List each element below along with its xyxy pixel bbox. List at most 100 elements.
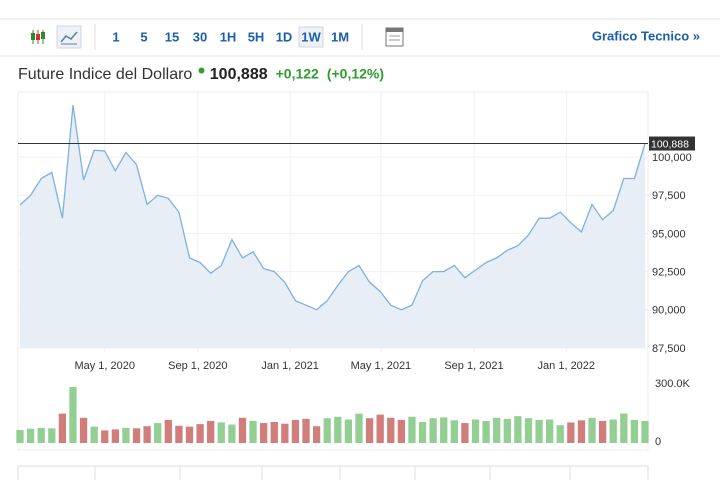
- chart-type-area[interactable]: [56, 25, 82, 49]
- volume-bar: [111, 429, 119, 443]
- volume-bar: [154, 423, 162, 443]
- volume-bar: [69, 386, 77, 443]
- volume-bar: [641, 420, 649, 443]
- interval-selected-bg: [298, 26, 324, 48]
- change-percent: (+0,12%): [327, 66, 384, 82]
- volume-bar: [302, 418, 310, 443]
- volume-bar: [355, 413, 363, 443]
- volume-bar: [238, 417, 247, 443]
- technical-chart-link[interactable]: Grafico Tecnico »: [592, 28, 700, 43]
- volume-bar: [259, 423, 268, 443]
- volume-bar: [270, 422, 278, 443]
- volume-bar: [461, 423, 469, 443]
- volume-bar: [365, 418, 374, 443]
- volume-bar: [16, 429, 24, 443]
- volume-bar: [37, 427, 45, 443]
- volume-bar: [228, 424, 236, 443]
- volume-bar: [535, 419, 543, 443]
- y-tick-label: 87,500: [652, 343, 686, 355]
- interval-button[interactable]: 5: [140, 29, 147, 44]
- last-price-box: [649, 136, 695, 151]
- calendar-button[interactable]: [385, 27, 404, 47]
- volume-bar: [418, 422, 427, 443]
- volume-bar: [598, 420, 607, 443]
- volume-bar: [185, 426, 194, 443]
- y-tick-label: 100,000: [652, 152, 692, 164]
- x-tick-label: May 1, 2020: [74, 360, 135, 372]
- volume-bar: [79, 417, 88, 443]
- volume-bar: [450, 420, 458, 443]
- volume-bar: [397, 419, 406, 443]
- volume-bar: [26, 428, 35, 443]
- volume-bar: [376, 414, 384, 443]
- status-dot: ●: [197, 62, 205, 78]
- price-line: [19, 105, 646, 311]
- volume-bar: [58, 413, 67, 443]
- last-price-label: 100,888: [651, 138, 689, 150]
- volume-bar: [312, 426, 321, 443]
- interval-button[interactable]: 1D: [276, 29, 293, 44]
- x-tick-label: Jan 1, 2022: [538, 360, 596, 372]
- volume-bar: [514, 416, 522, 443]
- interval-button[interactable]: 1: [112, 29, 119, 44]
- interval-button[interactable]: 1W: [301, 29, 321, 44]
- volume-bar: [217, 422, 225, 443]
- volume-bar: [323, 418, 331, 443]
- plot-frame: [17, 91, 649, 451]
- volume-bar: [291, 419, 300, 443]
- interval-button[interactable]: 1M: [331, 29, 349, 44]
- instrument-name: Future Indice del Dollaro: [18, 66, 192, 83]
- x-tick-label: Sep 1, 2020: [168, 360, 227, 372]
- volume-bar: [440, 417, 448, 443]
- interval-buttons: 1 5 15 30 1H 5H 1D 1W 1M: [112, 26, 349, 48]
- volume-bar: [503, 418, 511, 443]
- volume-bar: [556, 425, 564, 443]
- volume-bar: [164, 419, 172, 443]
- volume-bar: [493, 417, 501, 443]
- volume-bar: [588, 417, 596, 443]
- volume-bar: [577, 420, 586, 443]
- volume-bar: [482, 420, 490, 443]
- volume-bar: [143, 426, 151, 443]
- volume-bar: [620, 413, 628, 443]
- volume-bar: [630, 419, 639, 443]
- volume-bar: [196, 424, 204, 443]
- interval-button[interactable]: 1H: [220, 29, 237, 44]
- volume-bar: [408, 416, 416, 443]
- volume-bar: [387, 417, 395, 443]
- interval-button[interactable]: 5H: [248, 29, 265, 44]
- y-tick-label: 90,000: [652, 305, 686, 317]
- volume-bar: [48, 428, 56, 443]
- interval-button[interactable]: 15: [165, 29, 179, 44]
- volume-bar: [122, 427, 130, 443]
- volume-bar: [524, 418, 533, 443]
- y2-tick-label: 300.0K: [655, 378, 691, 390]
- volume-bar: [471, 419, 480, 443]
- chart-type-candle[interactable]: [27, 26, 49, 48]
- bottom-tabs: [17, 465, 649, 485]
- volume-bar: [344, 419, 353, 443]
- x-tick-label: Sep 1, 2021: [444, 360, 503, 372]
- interval-button[interactable]: 30: [193, 29, 207, 44]
- volume-bar: [207, 420, 215, 443]
- volume-bar: [101, 430, 109, 443]
- y-tick-label: 97,500: [652, 190, 686, 202]
- volume-bar: [175, 425, 183, 443]
- x-tick-label: Jan 1, 2021: [261, 360, 319, 372]
- volume-bar: [249, 420, 257, 443]
- plot: May 1, 2020 Sep 1, 2020 Jan 1, 2021 May 1, …: [16, 92, 695, 448]
- volume-bar: [567, 422, 575, 443]
- volume-bar: [132, 428, 141, 443]
- price: 100,888: [210, 66, 268, 83]
- volume-bar: [281, 423, 289, 443]
- y-tick-label: 95,000: [652, 228, 686, 240]
- volume-bar: [429, 418, 437, 443]
- y-tick-label: 92,500: [652, 267, 686, 279]
- area-fill: [20, 105, 645, 348]
- change: +0,122: [276, 66, 319, 82]
- x-tick-label: May 1, 2021: [351, 360, 412, 372]
- volume-bar: [334, 416, 342, 443]
- volume-bar: [609, 419, 617, 443]
